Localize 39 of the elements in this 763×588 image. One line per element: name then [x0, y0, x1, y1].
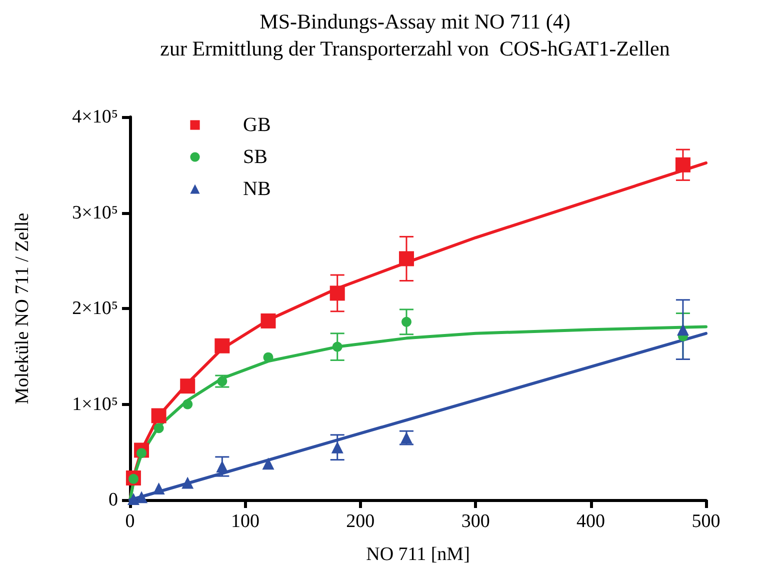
y-tick-label: 3×10⁵	[72, 202, 118, 224]
point	[154, 423, 164, 434]
point	[332, 342, 342, 352]
point	[136, 491, 148, 504]
point	[401, 316, 412, 327]
point	[151, 408, 166, 424]
chart-subtitle: zur Ermittlung der Transporterzahl von COS-hGAT1-Zellen	[160, 36, 670, 60]
x-tick-label: 300	[461, 511, 490, 532]
point	[676, 324, 689, 336]
point	[675, 157, 690, 172]
x-tick-label: 500	[692, 511, 720, 532]
point	[182, 399, 193, 410]
chart-title: MS-Bindungs-Assay mit NO 711 (4)	[260, 10, 570, 34]
x-axis-title: NO 711 [nM]	[366, 544, 470, 565]
legend-label: SB	[243, 146, 268, 168]
point	[330, 286, 345, 301]
x-tick-label: 0	[125, 511, 135, 532]
point	[180, 378, 196, 394]
x-tick-label: 200	[346, 511, 375, 532]
x-tick-label: 400	[576, 511, 606, 532]
y-axis-title: Moleküle NO 711 / Zelle	[12, 212, 33, 404]
point	[263, 352, 274, 362]
point	[152, 482, 165, 495]
x-tick-label: 100	[230, 511, 260, 532]
legend-label: NB	[243, 178, 271, 200]
point	[262, 458, 274, 470]
point	[216, 460, 228, 472]
point	[217, 376, 228, 386]
y-tick-label: 2×10⁵	[72, 298, 118, 319]
point	[127, 493, 140, 506]
point	[398, 251, 414, 266]
legend-label: GB	[243, 114, 271, 136]
y-tick-label: 4×10⁵	[72, 106, 118, 128]
point	[331, 441, 344, 454]
y-tick-label: 1×10⁵	[72, 394, 118, 415]
point	[260, 313, 276, 328]
point	[182, 476, 194, 489]
point	[214, 338, 230, 354]
y-tick-label: 0	[108, 490, 118, 510]
